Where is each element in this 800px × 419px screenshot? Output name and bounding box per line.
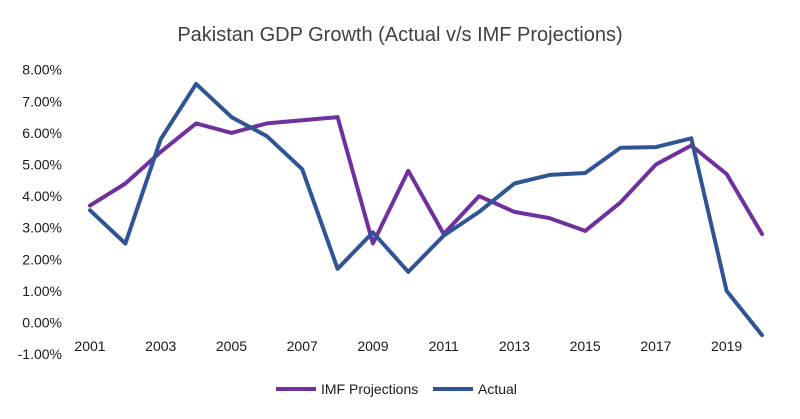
x-tick-label: 2003 — [145, 338, 176, 354]
x-tick-label: 2001 — [74, 338, 105, 354]
y-axis-tick-labels: -1.00% 0.00% 1.00% 2.00% 3.00% 4.00% 5.00% 6.00… — [18, 62, 62, 362]
x-tick-label: 2011 — [429, 338, 459, 354]
x-axis-tick-labels: 2001 2003 2005 2007 2009 2011 2013 2015 2017 2019 — [74, 338, 742, 354]
x-tick-label: 2009 — [357, 338, 388, 354]
x-tick-label: 2015 — [570, 338, 601, 354]
series-line — [88, 115, 764, 246]
x-tick-label: 2019 — [711, 338, 742, 354]
y-tick-label: 8.00% — [22, 62, 62, 78]
chart-title: Pakistan GDP Growth (Actual v/s IMF Proj… — [177, 24, 622, 46]
y-tick-label: 7.00% — [22, 93, 62, 109]
x-tick-label: 2007 — [287, 338, 318, 354]
y-tick-label: 0.00% — [22, 315, 62, 331]
legend-label: Actual — [478, 381, 517, 397]
y-tick-label: 4.00% — [22, 188, 62, 204]
y-tick-label: 6.00% — [22, 125, 62, 141]
series-line — [88, 81, 764, 338]
legend: IMF Projections Actual — [276, 381, 517, 397]
x-tick-label: 2017 — [640, 338, 671, 354]
legend-label: IMF Projections — [321, 381, 418, 397]
y-tick-label: 2.00% — [22, 251, 62, 267]
series-lines — [88, 81, 764, 338]
series-group — [88, 115, 764, 246]
y-tick-label: 3.00% — [22, 220, 62, 236]
y-tick-label: -1.00% — [18, 346, 62, 362]
y-tick-label: 1.00% — [22, 283, 62, 299]
x-tick-label: 2013 — [499, 338, 530, 354]
series-group — [88, 81, 764, 338]
x-tick-label: 2005 — [216, 338, 247, 354]
y-tick-label: 5.00% — [22, 157, 62, 173]
